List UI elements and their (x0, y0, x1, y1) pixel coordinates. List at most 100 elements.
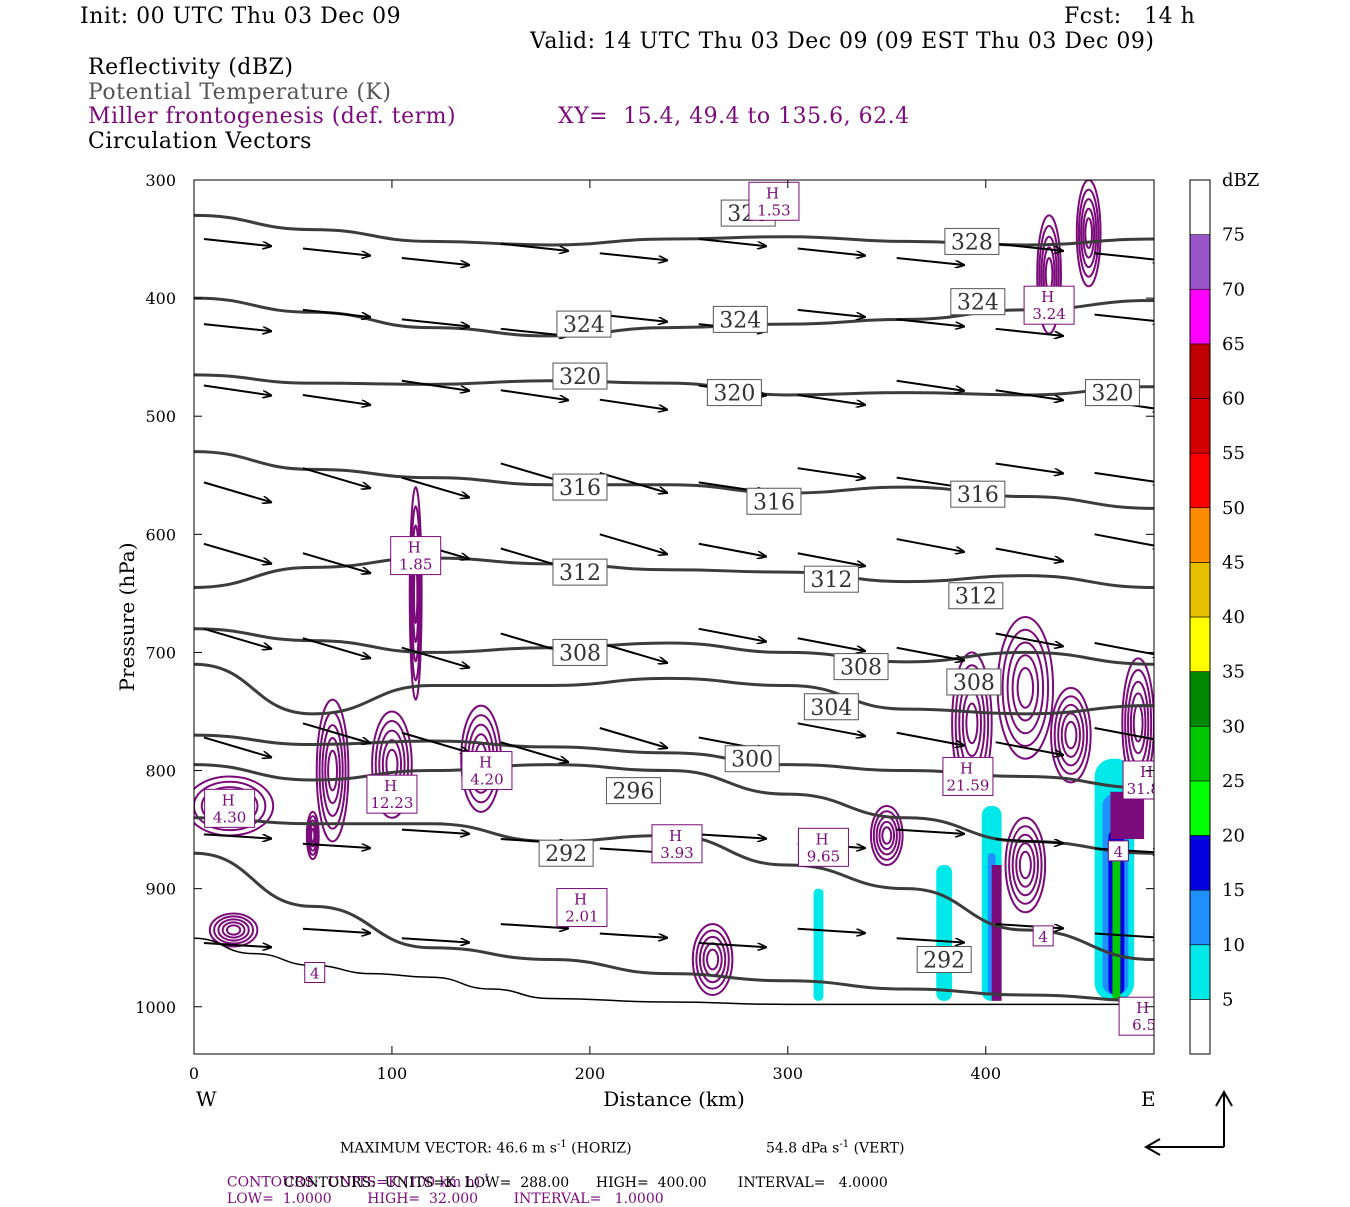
colorbar-segment (1189, 398, 1211, 454)
isentrope-label-box (552, 362, 608, 390)
frontogenesis-max-h: H (669, 827, 682, 845)
frontogenesis-max-value: 1.85 (399, 556, 432, 574)
y-tick-label: 1000 (135, 998, 176, 1017)
y-tick-label: 700 (145, 643, 176, 662)
circulation-vector (1094, 252, 1154, 260)
circulation-vector (302, 637, 370, 658)
isentrope-label: 296 (612, 780, 654, 805)
circulation-vector (995, 389, 1063, 400)
frontogenesis-contour (1015, 842, 1036, 888)
colorbar-segment (1189, 835, 1211, 891)
isentrope-312 (194, 556, 1154, 589)
east-label: E (1141, 1087, 1156, 1111)
isentrope-label-box (552, 558, 608, 586)
colorbar-segment (1189, 234, 1211, 290)
circulation-vector (896, 731, 964, 746)
isentrope-label: 320 (713, 382, 755, 407)
circulation-vector (599, 533, 667, 554)
colorbar-tick-label: 30 (1222, 716, 1245, 737)
frontogenesis-contour (1011, 654, 1040, 722)
colorbar-tick-label: 70 (1222, 279, 1245, 300)
colorbar-tick-label: 75 (1222, 225, 1245, 246)
isentrope-label-box (833, 653, 889, 681)
circulation-vector (896, 379, 964, 391)
frontogenesis-contour (878, 820, 896, 851)
colorbar-segment (1189, 780, 1211, 836)
x-tick-label: 0 (189, 1064, 199, 1083)
frontogenesis-max-value: 31.89 (1127, 780, 1170, 798)
colorbar-segment (1189, 999, 1211, 1055)
circulation-vector (896, 646, 964, 661)
frontogenesis-contour (1011, 833, 1040, 897)
isentrope-label-box (803, 693, 859, 721)
isentrope-label: 320 (559, 365, 601, 390)
max-vector-vert-tag: (VERT) (853, 1140, 905, 1157)
frontogenesis-max-value: 1.53 (757, 201, 790, 219)
unit-exponent: -1 (556, 1139, 567, 1150)
frontogenesis-max-value: 4.20 (470, 771, 503, 789)
isentrope-label: 312 (559, 561, 601, 586)
frontogenesis-contour (213, 915, 255, 945)
colorbar-segment (1189, 507, 1211, 563)
isentrope-label-box (950, 480, 1006, 508)
circulation-vector (203, 542, 271, 564)
frontogenesis-contour (306, 815, 319, 856)
circulation-vector (995, 547, 1063, 561)
isentrope-label-box (552, 473, 608, 501)
frontogenesis-max-box (748, 181, 800, 221)
isentrope-label-box (605, 777, 661, 805)
circulation-vector (896, 937, 964, 942)
reference-vector-icon (1143, 1089, 1233, 1156)
circulation-vector (599, 252, 667, 260)
circulation-vector (302, 927, 370, 933)
x-axis-label: Distance (km) (603, 1087, 745, 1111)
isentrope-label: 292 (545, 842, 587, 867)
frontogenesis-contour (409, 505, 422, 682)
circulation-vector (302, 467, 370, 488)
frontogenesis-core (991, 865, 1002, 1001)
frontogenesis-max-value: 2.01 (565, 908, 598, 926)
circulation-vector (302, 393, 370, 405)
field-circulation-vectors: Circulation Vectors (88, 129, 312, 154)
frontogenesis-contour (1080, 198, 1098, 269)
circulation-vector (401, 256, 469, 265)
frontogenesis-contour (221, 921, 246, 939)
circulation-vector (500, 741, 568, 762)
contour-label: 4 (1114, 843, 1124, 861)
circulation-vector (500, 923, 568, 928)
circulation-vector (995, 462, 1063, 473)
colorbar-segment (1189, 343, 1211, 399)
circulation-vector (1094, 727, 1154, 741)
field-reflectivity: Reflectivity (dBZ) (88, 55, 294, 80)
colorbar-tick-label: 60 (1222, 389, 1245, 410)
circulation-vector (203, 238, 271, 246)
contours-theta: CONTOURS: UNITS=K LOW= 288.00 HIGH= 400.… (284, 1175, 888, 1191)
max-vector-vert: 54.8 dPa s (766, 1140, 840, 1157)
isentrope-label-box (556, 310, 612, 338)
frontogenesis-max-h: H (960, 759, 973, 777)
circulation-vector (599, 727, 667, 748)
circulation-vector (401, 937, 469, 942)
frontogenesis-max-h: H (1140, 763, 1153, 781)
west-label: W (196, 1087, 217, 1111)
circulation-vector (203, 833, 271, 838)
frontogenesis-max-box (1023, 285, 1075, 325)
frontogenesis-max-box (366, 774, 418, 814)
frontogenesis-contour (1004, 816, 1047, 914)
frontogenesis-max-value: 21.59 (946, 776, 989, 794)
frontogenesis-max-h: H (408, 539, 421, 557)
frontogenesis-max-value: 6.5 (1132, 1016, 1156, 1034)
circulation-vector (1094, 533, 1154, 547)
frontogenesis-contour (1006, 641, 1045, 735)
max-vector-horiz-tag: (HORIZ) (571, 1140, 632, 1157)
isentrope-label-box (1084, 379, 1140, 407)
frontogenesis-contour (1075, 180, 1102, 288)
circulation-vector (302, 247, 370, 256)
circulation-vector (698, 941, 766, 947)
colorbar-segment (1189, 452, 1211, 509)
frontogenesis-contour (1016, 667, 1035, 709)
circulation-vector (302, 842, 370, 848)
colorbar-segment (1189, 616, 1211, 672)
isentrope-label-box (538, 839, 594, 867)
